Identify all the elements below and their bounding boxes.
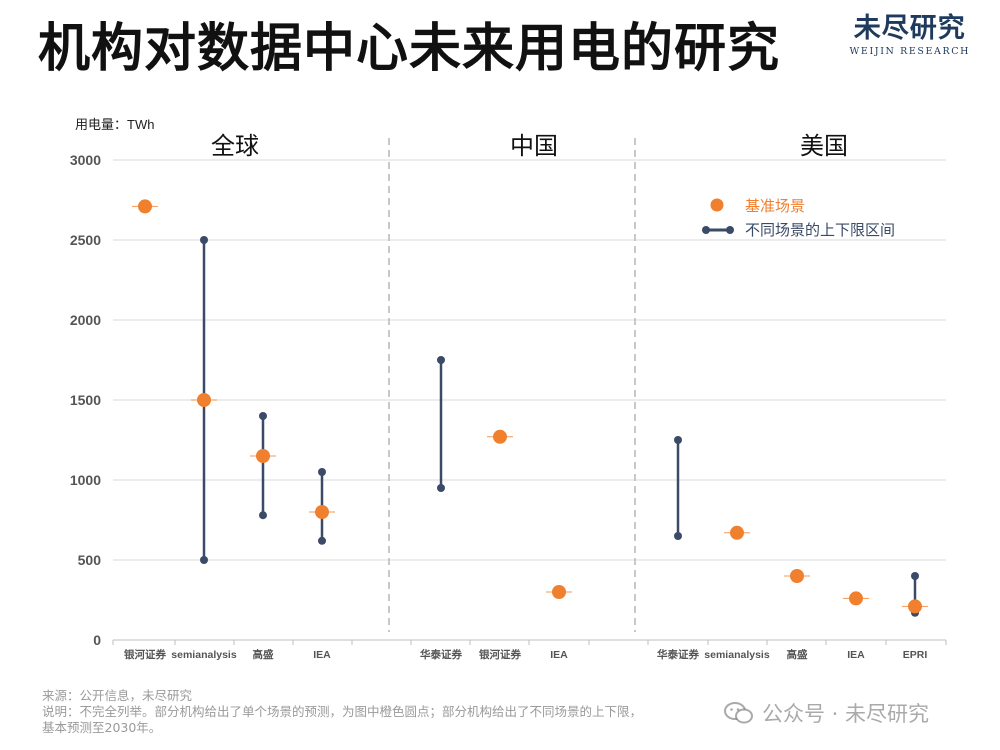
base-point <box>256 449 270 463</box>
range-high-point <box>259 412 267 420</box>
base-point <box>790 569 804 583</box>
x-category-label: 华泰证券 <box>657 648 699 661</box>
x-category-label: IEA <box>847 649 865 661</box>
y-axis-label: 用电量：TWh <box>75 117 154 132</box>
x-category-label: 高盛 <box>787 648 808 661</box>
panel-title: 中国 <box>510 133 558 160</box>
base-point <box>493 429 507 444</box>
panel-title: 全球 <box>211 133 259 160</box>
base-point <box>552 585 566 599</box>
range-high-point <box>200 236 208 244</box>
range-low-point <box>437 484 445 492</box>
x-category-label: 银河证券 <box>479 648 521 661</box>
range-low-point <box>674 532 682 540</box>
x-category-label: EPRI <box>903 649 928 661</box>
range-high-point <box>318 468 326 476</box>
range-low-point <box>200 556 208 564</box>
range-high-point <box>437 356 445 364</box>
y-tick-label: 2000 <box>70 312 101 328</box>
watermark: 公众号 · 未尽研究 <box>724 698 929 728</box>
base-point <box>315 505 329 519</box>
x-category-label: 华泰证券 <box>420 648 462 661</box>
base-point <box>849 591 863 606</box>
range-low-point <box>259 511 267 520</box>
y-tick-label: 2500 <box>70 232 101 248</box>
legend-base-label: 基准场景 <box>745 198 805 215</box>
base-point <box>197 393 211 407</box>
panel-title: 美国 <box>800 133 848 160</box>
base-point <box>138 199 152 214</box>
base-point <box>730 525 744 540</box>
y-tick-label: 1000 <box>70 472 101 488</box>
range-high-point <box>911 572 919 580</box>
x-category-label: IEA <box>550 649 568 661</box>
y-tick-label: 3000 <box>70 152 101 168</box>
wechat-icon <box>724 702 753 724</box>
base-point <box>908 599 922 614</box>
legend-range-left-dot <box>702 226 710 234</box>
range-low-point <box>318 536 326 545</box>
brand-name-en: WEIJIN RESEARCH <box>849 45 970 57</box>
x-category-label: 高盛 <box>253 648 274 661</box>
range-high-point <box>674 436 682 444</box>
explain-note: 说明：不完全列举。部分机构给出了单个场景的预测，为图中橙色圆点；部分机构给出了不… <box>42 704 643 719</box>
y-tick-label: 1500 <box>70 392 101 408</box>
watermark-text: 公众号 · 未尽研究 <box>762 702 930 726</box>
y-tick-label: 500 <box>78 552 102 568</box>
source-note: 来源：公开信息，未尽研究 <box>42 688 193 703</box>
x-category-label: semianalysis <box>704 649 770 661</box>
explain-note-continued: 基本预测至2030年。 <box>42 720 162 735</box>
x-category-label: 银河证券 <box>124 648 166 661</box>
x-category-label: semianalysis <box>171 649 237 661</box>
legend-base-marker <box>710 198 724 212</box>
x-category-label: IEA <box>313 649 331 661</box>
brand-name-cn: 未尽研究 <box>853 13 966 44</box>
y-tick-label: 0 <box>93 632 101 648</box>
brand-logo: 未尽研究 WEIJIN RESEARCH <box>850 14 970 57</box>
legend-range-right-dot <box>726 226 734 234</box>
page-title: 机构对数据中心未来用电的研究 <box>38 19 781 79</box>
legend-range-label: 不同场景的上下限区间 <box>745 222 895 239</box>
